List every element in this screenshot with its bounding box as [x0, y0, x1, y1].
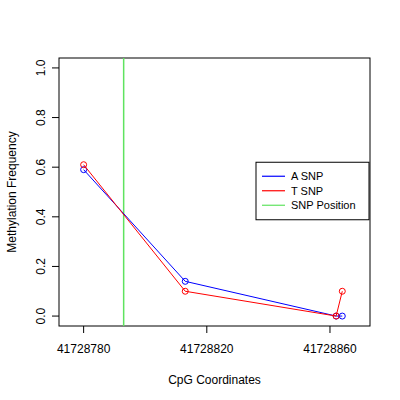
legend-box — [256, 162, 369, 220]
series-line — [84, 165, 343, 316]
legend-swatch — [262, 176, 285, 177]
series-point — [339, 313, 345, 319]
plot-frame — [59, 58, 370, 326]
y-tick-label: 0.8 — [34, 109, 48, 126]
y-tick-label: 0.2 — [34, 258, 48, 275]
y-tick-label: 1.0 — [34, 59, 48, 76]
y-tick — [52, 117, 59, 118]
x-tick — [83, 326, 84, 333]
x-axis-title: CpG Coordinates — [168, 373, 261, 387]
x-tick-label: 41728860 — [303, 342, 357, 356]
y-tick — [52, 216, 59, 217]
x-tick — [206, 326, 207, 333]
chart: 41728780 41728820 41728860 0.0 0.2 0.4 0.6 0.8 1… — [0, 0, 400, 400]
series-point — [182, 278, 188, 284]
series-line — [84, 170, 343, 316]
x-tick-label: 41728820 — [180, 342, 234, 356]
y-tick — [52, 316, 59, 317]
legend-label: T SNP — [291, 185, 323, 197]
y-tick — [52, 67, 59, 68]
legend-label: A SNP — [291, 170, 323, 182]
legend-swatch — [262, 190, 285, 191]
x-tick — [329, 326, 330, 333]
legend-label: SNP Position — [291, 199, 356, 211]
y-tick — [52, 167, 59, 168]
series-point — [81, 162, 87, 168]
x-tick-label: 41728780 — [57, 342, 111, 356]
y-tick-label: 0.6 — [34, 159, 48, 176]
series-point — [339, 288, 345, 294]
series-point — [182, 288, 188, 294]
legend-swatch — [262, 205, 285, 206]
y-tick-label: 0.0 — [34, 307, 48, 324]
y-tick — [52, 266, 59, 267]
plot-area — [81, 58, 346, 326]
y-axis-title: Methylation Frequency — [5, 131, 19, 252]
snp-line — [123, 58, 125, 326]
y-tick-label: 0.4 — [34, 208, 48, 225]
series-point — [333, 313, 339, 319]
